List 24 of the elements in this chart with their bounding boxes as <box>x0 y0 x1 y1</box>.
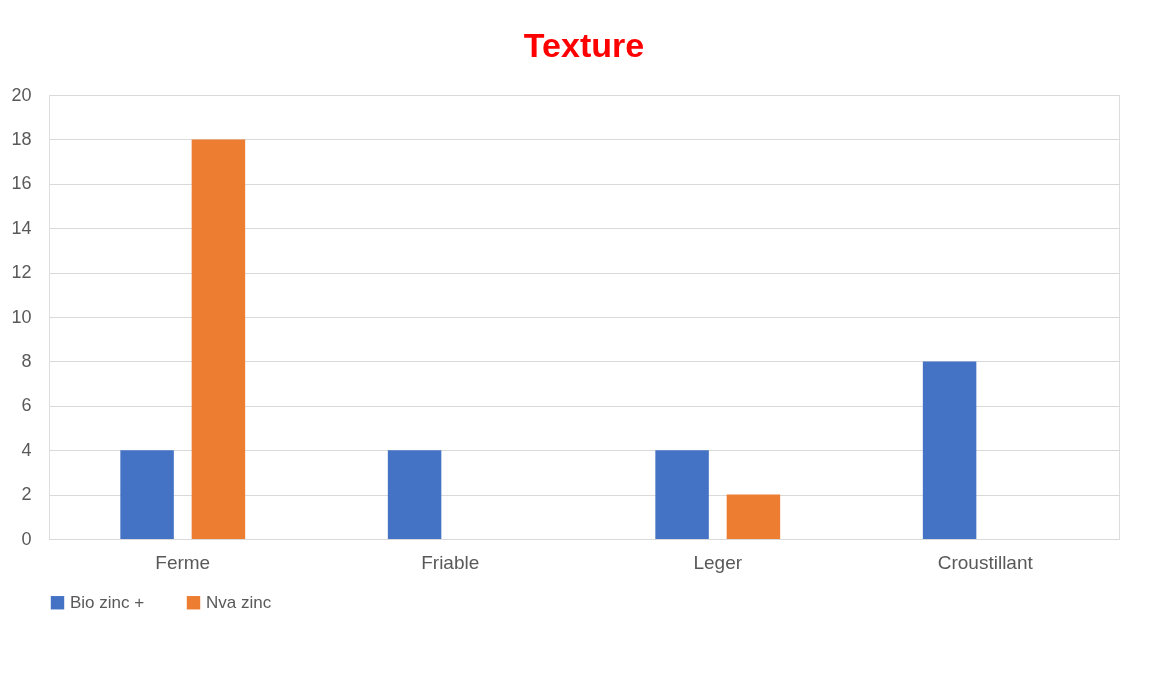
y-tick-label: 18 <box>11 128 32 149</box>
bar <box>387 450 442 539</box>
y-tick-label: 2 <box>21 484 32 505</box>
y-tick-label: 4 <box>21 439 32 460</box>
y-tick-label: 20 <box>11 84 32 105</box>
bar <box>120 450 174 539</box>
y-tick-label: 14 <box>11 217 32 238</box>
chart-title: Texture <box>523 26 645 64</box>
y-tick-label: 6 <box>21 395 32 416</box>
x-tick-label: Croustillant <box>937 551 1034 573</box>
legend-label: Nva zinc <box>206 592 272 612</box>
x-tick-label: Leger <box>693 551 743 573</box>
y-tick-label: 10 <box>11 306 32 327</box>
legend-label: Bio zinc + <box>70 592 145 612</box>
x-tick-label: Friable <box>421 551 480 573</box>
y-tick-label: 0 <box>21 528 32 549</box>
y-tick-label: 12 <box>11 262 32 283</box>
bar <box>726 494 781 539</box>
bar <box>655 450 709 539</box>
bar <box>191 139 246 539</box>
y-tick-label: 8 <box>21 350 32 371</box>
y-tick-label: 16 <box>11 173 32 194</box>
x-tick-label: Ferme <box>155 551 211 573</box>
bar <box>922 361 977 539</box>
